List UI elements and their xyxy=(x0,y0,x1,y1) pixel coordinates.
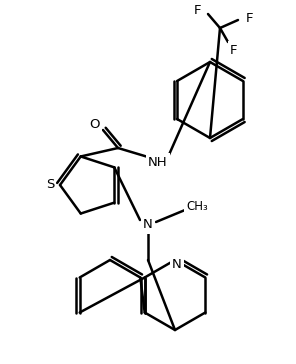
Text: N: N xyxy=(143,218,153,232)
Text: N: N xyxy=(172,257,182,270)
Text: O: O xyxy=(90,119,100,131)
Text: CH₃: CH₃ xyxy=(186,201,208,214)
Text: F: F xyxy=(246,12,254,24)
Text: F: F xyxy=(230,44,238,56)
Text: S: S xyxy=(46,178,54,191)
Text: NH: NH xyxy=(148,155,168,169)
Text: F: F xyxy=(194,4,202,16)
